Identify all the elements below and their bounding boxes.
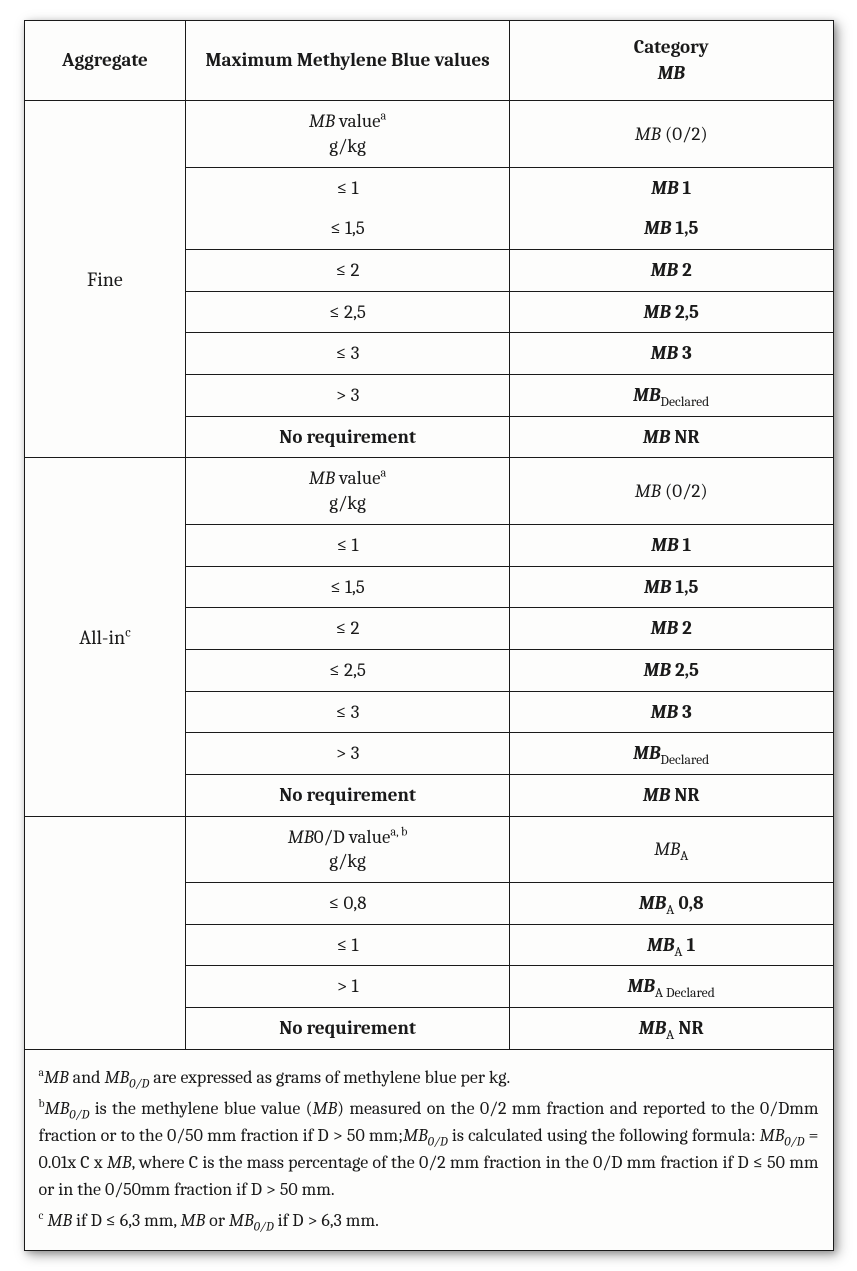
footnote-b-t1: is the methylene blue value ( [89,1098,312,1119]
footnote-c-t3: if D > 6,3 mm. [274,1210,379,1231]
value-cell: No requirement [186,774,510,816]
category-cell: MBA 0,8 [509,883,833,925]
table-body: FineMB valueag/kgMB (0/2)≤ 1≤ 1,5MB 1MB … [24,101,833,1050]
footnote-b-mb0d3-sub: 0/D [784,1134,804,1149]
table-foot: aMB and MB0/D are expressed as grams of … [24,1049,833,1250]
footnote-a-rest: are expressed as grams of methylene blue… [149,1067,510,1088]
value-cell: ≤ 2,5 [186,649,510,691]
header-aggregate: Aggregate [24,21,186,101]
category-cell: MBA NR [509,1008,833,1050]
footnotes-cell: aMB and MB0/D are expressed as grams of … [24,1049,833,1250]
category-cell: MBA 1 [509,924,833,966]
footnote-c-t1: if D ≤ 6,3 mm, [72,1210,180,1231]
category-cell: MB 3 [509,333,833,375]
value-header: MB valueag/kg [186,101,510,167]
category-cell: MB 1MB 1,5 [509,167,833,249]
value-cell: ≤ 3 [186,691,510,733]
category-header: MBA [509,816,833,882]
value-header: MB0/D valuea, bg/kg [186,816,510,882]
value-cell: > 3 [186,375,510,417]
value-cell: ≤ 1,5 [186,566,510,608]
value-cell: ≤ 1≤ 1,5 [186,167,510,249]
aggregate-label: All-inc [24,458,186,816]
footnote-a-mid: and [69,1067,105,1088]
footnote-b-mb2: MB [312,1098,337,1119]
value-cell: ≤ 2 [186,250,510,292]
footnote-a: aMB and MB0/D are expressed as grams of … [39,1064,819,1091]
footnote-c-mb1: MB [43,1210,72,1231]
footnote-b-t3: is calculated using the following formul… [448,1125,760,1146]
header-values: Maximum Methylene Blue values [186,21,510,101]
category-header: MB (0/2) [509,101,833,167]
mb-table: Aggregate Maximum Methylene Blue values … [24,20,834,1251]
category-cell: MB 1,5 [509,566,833,608]
footnote-b-mb0d2: MB [403,1125,428,1146]
value-cell: ≤ 3 [186,333,510,375]
category-cell: MB 2,5 [509,291,833,333]
value-cell: ≤ 2,5 [186,291,510,333]
header-category-bottom: MB [658,62,685,84]
value-cell: No requirement [186,1008,510,1050]
footnote-b-mb3: MB [107,1152,132,1173]
footnote-b-t5: , where C is the mass percentage of the … [39,1152,819,1200]
footnote-c-t2: or [205,1210,229,1231]
category-cell: MB NR [509,416,833,458]
value-cell: No requirement [186,416,510,458]
category-cell: MB NR [509,774,833,816]
aggregate-label [24,816,186,1049]
category-cell: MBA Declared [509,966,833,1008]
footnote-a-mb0d-sub: 0/D [129,1076,149,1091]
category-header: MB (0/2) [509,458,833,524]
value-cell: ≤ 1 [186,524,510,566]
footnote-c-mb0d-sub: 0/D [254,1219,274,1234]
footnote-c-mb0d: MB [229,1210,254,1231]
footnote-a-mb0d: MB [104,1067,129,1088]
category-cell: MB 2,5 [509,649,833,691]
footnote-b-mb0d3: MB [760,1125,785,1146]
category-cell: MB 3 [509,691,833,733]
value-cell: > 1 [186,966,510,1008]
value-cell: ≤ 1 [186,924,510,966]
footnote-b-mb0d2-sub: 0/D [428,1134,448,1149]
footnote-a-mb: MB [44,1067,69,1088]
value-header: MB valueag/kg [186,458,510,524]
category-cell: MBDeclared [509,375,833,417]
header-category-top: Category [634,36,709,58]
mb-table-wrapper: Aggregate Maximum Methylene Blue values … [24,20,834,1251]
category-cell: MB 2 [509,608,833,650]
footnote-b-mb0d: MB [45,1098,70,1119]
table-head: Aggregate Maximum Methylene Blue values … [24,21,833,101]
footnote-c-mb2: MB [181,1210,206,1231]
value-cell: ≤ 0,8 [186,883,510,925]
category-cell: MB 1 [509,524,833,566]
category-cell: MBDeclared [509,733,833,775]
value-cell: ≤ 2 [186,608,510,650]
footnote-c: c MB if D ≤ 6,3 mm, MB or MB0/D if D > 6… [39,1207,819,1234]
category-cell: MB 2 [509,250,833,292]
value-cell: > 3 [186,733,510,775]
footnote-b: bMB0/D is the methylene blue value (MB) … [39,1095,819,1203]
header-category: Category MB [509,21,833,101]
footnote-b-mb0d-sub: 0/D [69,1107,89,1122]
aggregate-label: Fine [24,101,186,458]
